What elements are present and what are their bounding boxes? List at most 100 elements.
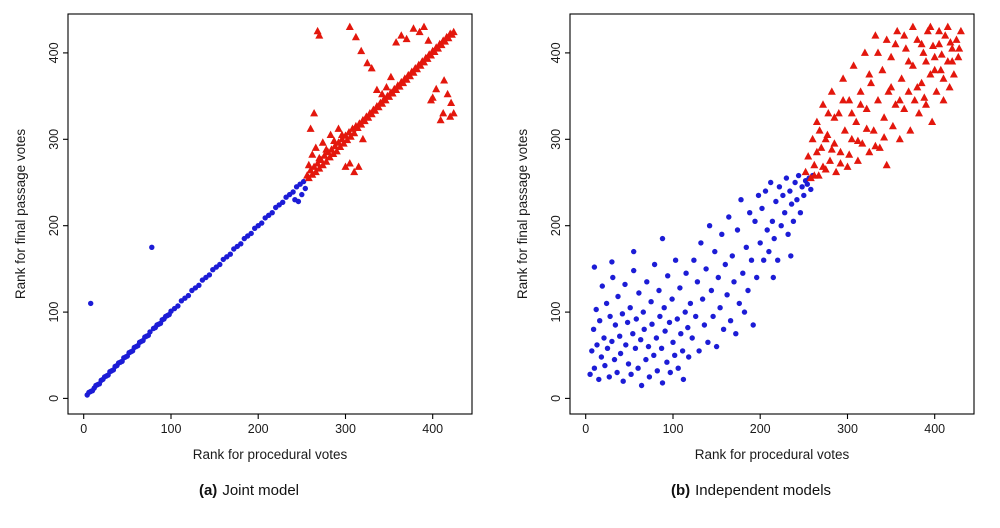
marker-red-triangles [939,74,948,82]
marker-blue-circles [654,368,660,374]
marker-red-triangles [840,126,849,134]
marker-blue-circles [743,244,749,250]
marker-blue-circles [778,223,784,229]
marker-blue-circles [596,376,602,383]
marker-red-triangles [826,156,834,164]
marker-blue-circles [780,192,786,199]
marker-red-triangles [955,44,964,52]
marker-red-triangles [882,160,891,169]
marker-blue-circles [88,300,94,307]
marker-red-triangles [446,112,455,120]
marker-blue-circles [638,337,644,343]
x-tick-label: 100 [663,422,684,436]
x-tick-label: 0 [80,422,87,436]
y-tick-label: 200 [549,215,563,236]
marker-red-triangles [345,22,354,30]
marker-blue-circles [687,300,694,307]
marker-red-triangles [440,76,449,84]
marker-blue-circles [185,292,192,299]
marker-red-triangles [810,160,819,169]
scatter-plot-independent-models: 0 100 200 300 400 0 100 200 300 400 Rank for proce… [512,4,990,474]
marker-red-triangles [819,100,827,108]
marker-red-triangles [874,96,882,104]
marker-red-triangles [367,64,376,72]
marker-red-triangles [880,113,889,121]
marker-blue-circles [775,257,781,263]
scatter-plot-joint-model: 0 100 200 300 400 0 100 200 300 400 Rank for proce… [10,4,488,474]
x-tick-label: 200 [750,422,771,436]
marker-blue-circles [788,201,795,207]
marker-red-triangles [326,130,335,138]
marker-blue-circles [609,259,615,265]
caption-b-label: (b) [670,482,691,499]
marker-blue-circles [659,235,666,242]
marker-red-triangles [935,26,944,35]
marker-blue-circles [628,371,634,377]
marker-blue-circles [719,231,725,237]
marker-red-triangles [865,147,874,156]
y-tick-label: 300 [47,129,61,150]
marker-red-triangles [350,167,359,176]
marker-blue-circles [726,214,732,220]
marker-blue-circles [757,240,763,246]
marker-red-triangles [888,121,897,130]
marker-red-triangles [409,24,418,32]
marker-blue-circles [175,303,181,309]
marker-blue-circles [292,197,298,203]
marker-red-triangles [449,109,458,117]
marker-red-triangles [897,74,906,82]
marker-blue-circles [599,283,605,289]
y-tick-label: 0 [549,395,563,402]
marker-red-triangles [946,38,955,46]
marker-red-triangles [891,100,900,108]
marker-blue-circles [701,322,708,328]
x-axis-title: Rank for procedural votes [695,447,850,462]
marker-blue-circles [731,279,737,285]
y-tick-label: 0 [47,395,61,402]
marker-red-triangles [815,126,824,134]
marker-blue-circles [651,261,658,268]
marker-blue-circles [748,257,755,263]
x-tick-label: 400 [422,422,443,436]
marker-blue-circles [302,185,308,192]
marker-blue-circles [696,348,702,354]
marker-blue-circles [640,309,646,315]
marker-blue-circles [713,343,720,350]
marker-blue-circles [643,356,649,363]
marker-red-triangles [354,162,363,170]
marker-blue-circles [646,374,653,380]
marker-blue-circles [727,318,734,324]
marker-red-triangles [310,109,319,117]
marker-blue-circles [717,305,723,311]
marker-blue-circles [770,274,776,281]
marker-red-triangles [908,22,917,30]
marker-blue-circles [658,345,665,351]
marker-red-triangles [821,134,830,143]
marker-red-triangles [304,160,313,169]
marker-blue-circles [787,188,793,194]
marker-red-triangles [439,109,448,117]
marker-red-triangles [936,65,945,74]
marker-red-triangles [322,157,331,165]
marker-blue-circles [699,296,706,302]
marker-blue-circles [591,264,598,270]
marker-red-triangles [948,57,957,65]
marker-red-triangles [372,85,381,93]
marker-red-triangles [939,96,948,104]
marker-blue-circles [785,231,791,237]
marker-blue-circles [773,198,779,205]
marker-blue-circles [715,274,721,281]
x-tick-label: 200 [248,422,269,436]
marker-red-triangles [330,136,339,144]
panel-independent-models: 0 100 200 300 400 0 100 200 300 400 Rank for proce… [512,4,990,499]
marker-red-triangles [415,27,424,36]
marker-blue-circles [740,270,746,276]
y-tick-label: 100 [47,302,61,323]
marker-blue-circles [797,210,804,216]
marker-red-triangles [945,83,954,91]
marker-blue-circles [783,175,790,181]
marker-blue-circles [666,319,673,326]
marker-blue-circles [686,354,692,360]
marker-red-triangles [858,139,867,147]
x-tick-label: 400 [924,422,945,436]
